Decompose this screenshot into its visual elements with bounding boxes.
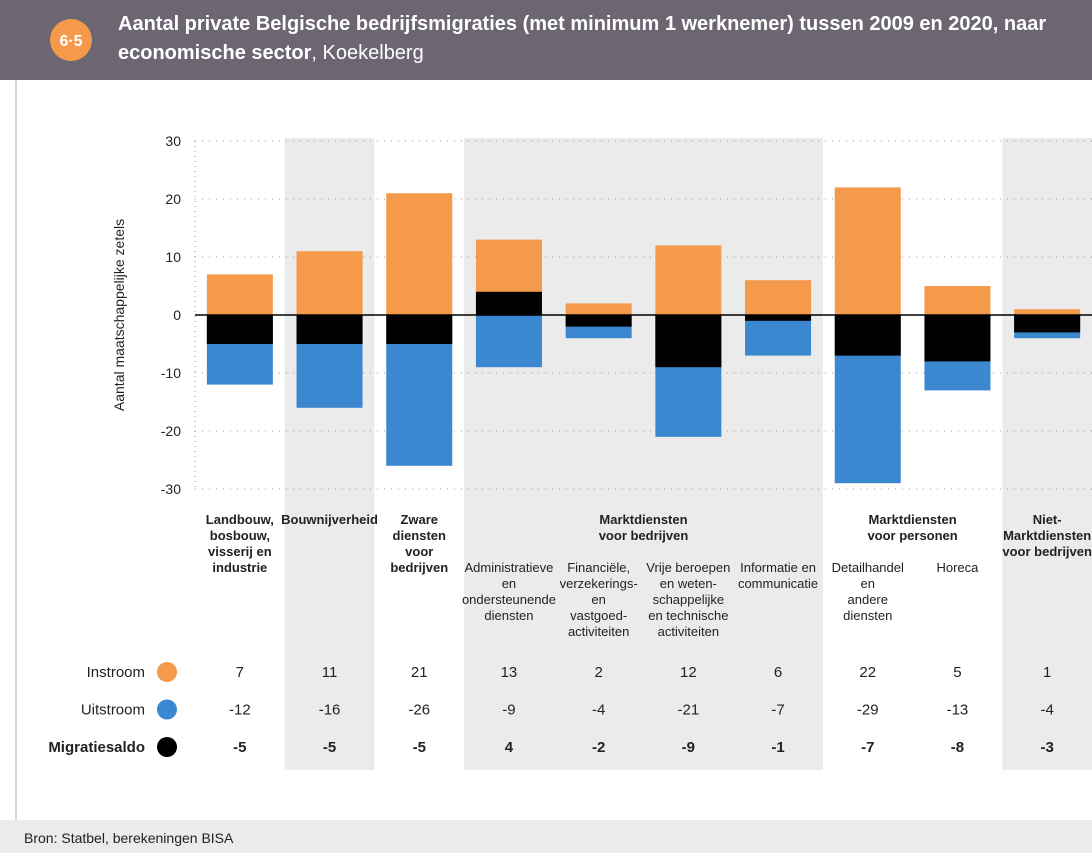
group-label: Bouwnijverheid xyxy=(281,512,378,527)
bar xyxy=(386,315,453,344)
group-label: Marktdiensten voor bedrijven xyxy=(599,512,689,543)
y-tick-label: 0 xyxy=(173,307,181,323)
bar xyxy=(475,315,542,368)
value-label: -3 xyxy=(1040,739,1053,756)
value-label: 2 xyxy=(594,664,602,681)
value-label: 22 xyxy=(859,664,876,681)
value-label: 11 xyxy=(322,664,338,681)
legend-label: Instroom xyxy=(87,664,145,681)
value-label: 13 xyxy=(501,664,518,681)
bar xyxy=(1014,309,1081,315)
bar xyxy=(475,291,542,315)
value-label: 6 xyxy=(774,664,782,681)
bar xyxy=(206,274,273,315)
bar xyxy=(745,315,812,321)
group-shading xyxy=(464,138,823,770)
category-label: Financiële, verzekerings-en vastgoed-activ… xyxy=(560,560,638,639)
bar xyxy=(296,315,363,344)
bar xyxy=(924,286,991,315)
y-tick-label: 20 xyxy=(165,191,181,207)
value-label: -4 xyxy=(592,702,605,719)
figure-number: 6·5 xyxy=(59,33,82,50)
value-label: -12 xyxy=(229,702,251,719)
value-label: -5 xyxy=(233,739,246,756)
category-label: Vrije beroepen en weten-schappelijke en te… xyxy=(646,560,730,639)
value-label: -2 xyxy=(592,739,605,756)
value-label: -9 xyxy=(502,702,515,719)
y-tick-label: -30 xyxy=(161,481,181,497)
value-label: -9 xyxy=(682,739,695,756)
bar xyxy=(1014,315,1081,333)
legend-label: Uitstroom xyxy=(81,702,145,719)
source: Bron: Statbel, berekeningen BISA xyxy=(24,830,234,846)
bar xyxy=(745,315,812,356)
value-label: 4 xyxy=(505,739,514,756)
value-label: -21 xyxy=(678,702,700,719)
title-main: Aantal private Belgische bedrijfsmigrati… xyxy=(118,13,1047,64)
bar xyxy=(565,315,632,327)
y-tick-label: -20 xyxy=(161,423,181,439)
group-label: Marktdiensten voor personen xyxy=(867,512,957,543)
bar xyxy=(924,315,991,362)
value-label: 7 xyxy=(236,664,244,681)
bar xyxy=(655,245,722,315)
legend-swatch xyxy=(157,737,177,757)
bar xyxy=(834,187,901,315)
value-label: 1 xyxy=(1043,664,1051,681)
figure-badge xyxy=(50,19,92,61)
bar xyxy=(834,315,901,356)
shading-layer xyxy=(284,138,1092,770)
value-label: 12 xyxy=(680,664,697,681)
legend-swatch xyxy=(157,662,177,682)
title-location: , Koekelberg xyxy=(311,42,424,64)
category-label: Detailhandel en andere diensten xyxy=(832,560,904,623)
value-label: -29 xyxy=(857,702,879,719)
bar xyxy=(565,303,632,315)
value-label: -13 xyxy=(947,702,969,719)
legend-swatch xyxy=(157,699,177,720)
y-axis-label: Aantal maatschappelijke zetels xyxy=(111,219,127,411)
bar xyxy=(386,193,453,315)
category-label: Informatie en communicatie xyxy=(738,560,818,591)
category-label: Horeca xyxy=(936,560,979,575)
value-label: -5 xyxy=(413,739,426,756)
header-band xyxy=(0,0,1092,80)
value-label: 5 xyxy=(953,664,961,681)
bar xyxy=(745,280,812,315)
group-label: Zware diensten voor bedrijven xyxy=(390,512,448,575)
value-label: -7 xyxy=(771,702,784,719)
group-label: Niet-Marktdiensten voor bedrijven xyxy=(1002,512,1092,559)
footer-band xyxy=(0,820,1092,853)
value-label: -5 xyxy=(323,739,336,756)
group-label: Landbouw, bosbouw, visserij en industrie xyxy=(206,512,274,575)
y-tick-label: 10 xyxy=(165,249,181,265)
value-label: -7 xyxy=(861,739,874,756)
value-label: -4 xyxy=(1040,702,1053,719)
value-label: -1 xyxy=(771,739,784,756)
group-shading xyxy=(284,138,375,770)
legend-label: Migratiesaldo xyxy=(48,739,145,756)
bar xyxy=(296,251,363,315)
chart-title: Aantal private Belgische bedrijfsmigrati… xyxy=(118,10,1088,76)
value-label: 21 xyxy=(411,664,428,681)
y-tick-label: -10 xyxy=(161,365,181,381)
category-label: Administratieve en ondersteunende diensten xyxy=(462,560,556,623)
bar xyxy=(206,315,273,344)
y-tick-label: 30 xyxy=(165,133,181,149)
group-shading xyxy=(1002,138,1092,770)
value-label: -26 xyxy=(408,702,430,719)
value-label: -16 xyxy=(319,702,341,719)
bar xyxy=(655,315,722,368)
value-label: -8 xyxy=(951,739,964,756)
